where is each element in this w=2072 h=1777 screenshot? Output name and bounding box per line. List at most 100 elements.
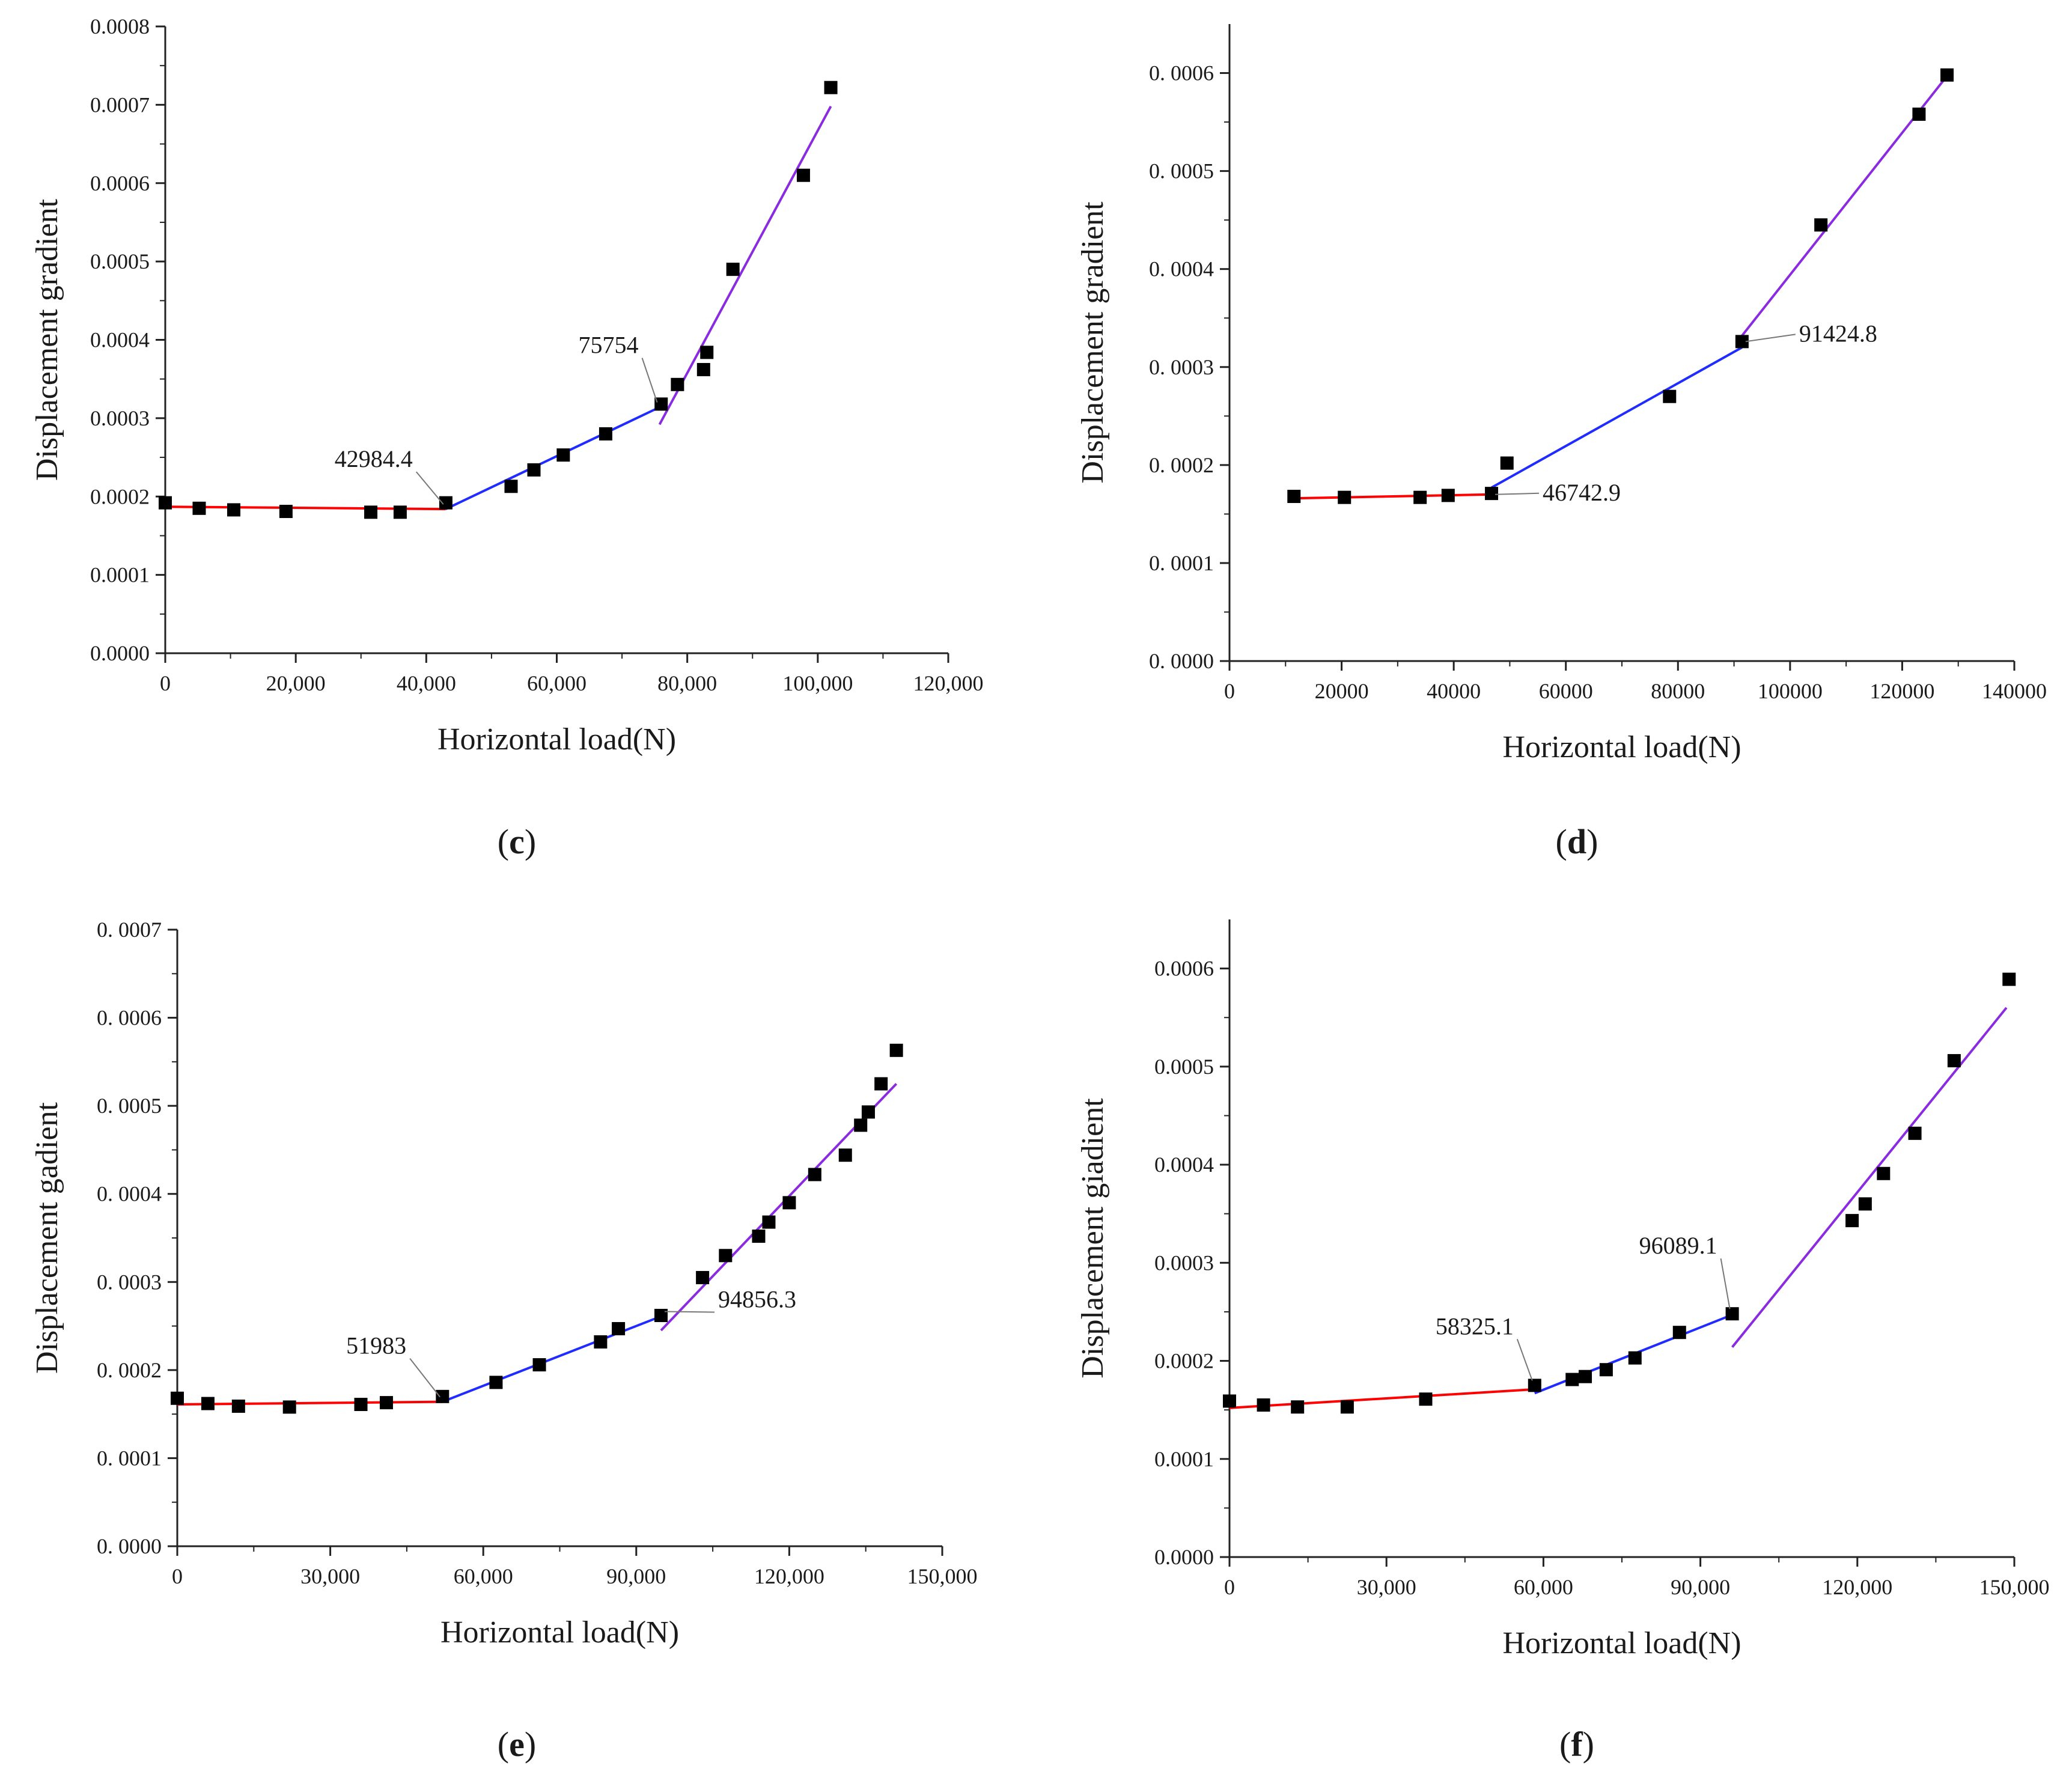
fit-line-segment-2: [445, 406, 660, 510]
y-tick-label: 0.0005: [90, 249, 150, 273]
data-point: [1814, 218, 1828, 232]
y-tick-label: 0.0006: [90, 171, 150, 195]
data-point: [1908, 1126, 1922, 1140]
data-point: [1291, 1400, 1305, 1414]
y-axis-title: Displacement gadient: [30, 1102, 64, 1374]
y-tick-label: 0. 0000: [1149, 649, 1214, 673]
data-point: [171, 1391, 184, 1405]
fit-line-segment-2: [442, 1315, 662, 1403]
data-point: [700, 346, 714, 359]
y-tick-label: 0.0003: [1154, 1251, 1214, 1275]
x-tick-label: 100000: [1758, 679, 1823, 703]
annotation-leader-line: [1745, 334, 1796, 343]
x-tick-label: 30,000: [1357, 1575, 1416, 1599]
data-point: [504, 480, 518, 493]
x-tick-label: 90,000: [1671, 1575, 1730, 1599]
y-axis-title: Displacement gradient: [30, 198, 64, 481]
data-point: [1485, 487, 1499, 501]
data-point: [354, 1398, 368, 1412]
fit-line-segment-1: [177, 1400, 443, 1406]
data-point: [231, 1399, 245, 1413]
data-point: [696, 1270, 710, 1284]
panel-label: (f): [1559, 1725, 1594, 1764]
data-point: [1912, 108, 1926, 121]
data-point: [1725, 1307, 1739, 1321]
y-axis-title: Displacement giadient: [1076, 1098, 1110, 1379]
data-point: [201, 1397, 215, 1410]
breakpoint-annotation: 46742.9: [1543, 479, 1621, 506]
y-tick-label: 0. 0005: [1149, 159, 1214, 183]
x-axis-title: Horizontal load(N): [1502, 730, 1741, 764]
data-point: [752, 1230, 766, 1243]
data-point: [227, 503, 241, 517]
data-point: [1579, 1370, 1592, 1383]
breakpoint-annotation: 51983: [346, 1332, 406, 1359]
x-tick-label: 20000: [1315, 679, 1369, 703]
data-point: [854, 1118, 868, 1132]
breakpoint-annotation: 75754: [579, 332, 639, 359]
data-point: [1628, 1351, 1642, 1365]
x-axis-title: Horizontal load(N): [1502, 1626, 1741, 1660]
breakpoint-annotation: 42984.4: [335, 445, 413, 472]
data-point: [1565, 1373, 1579, 1386]
y-tick-label: 0.0000: [90, 641, 150, 665]
y-tick-label: 0. 0003: [97, 1270, 162, 1294]
annotation-leader-line: [1516, 1339, 1533, 1381]
data-point: [279, 505, 293, 519]
data-point: [159, 496, 172, 510]
x-tick-label: 150,000: [1979, 1575, 2050, 1599]
y-tick-label: 0.0004: [90, 328, 150, 352]
data-point: [532, 1358, 546, 1372]
panel-label-close: ): [1586, 822, 1598, 861]
y-tick-label: 0. 0004: [97, 1182, 162, 1206]
data-point: [1340, 1400, 1354, 1414]
annotation-leader-line: [641, 358, 658, 403]
x-tick-label: 0: [1224, 679, 1235, 703]
data-point: [1413, 490, 1427, 504]
data-point: [782, 1196, 796, 1210]
y-tick-label: 0.0002: [1154, 1349, 1214, 1373]
y-tick-label: 0.0001: [90, 563, 150, 587]
x-tick-label: 30,000: [300, 1564, 360, 1588]
y-tick-label: 0. 0006: [1149, 61, 1214, 85]
panel-label-close: ): [525, 822, 536, 861]
x-axis-title: Horizontal load(N): [437, 722, 676, 757]
data-point: [762, 1215, 776, 1229]
y-tick-label: 0.0005: [1154, 1055, 1214, 1079]
x-tick-label: 150,000: [907, 1564, 978, 1588]
x-tick-label: 60,000: [1514, 1575, 1573, 1599]
data-point: [439, 496, 452, 510]
x-tick-label: 80,000: [657, 671, 717, 695]
data-point: [796, 168, 810, 182]
data-point: [1257, 1398, 1270, 1412]
data-point: [1663, 389, 1677, 403]
panel-label-letter: e: [509, 1725, 525, 1764]
chart-panel: 0 30,000 60,000 90,000 120,000 150,000 0.0000 0…: [1076, 919, 2050, 1764]
data-point: [1877, 1166, 1891, 1180]
panel-label: (e): [498, 1725, 536, 1764]
data-point: [671, 377, 684, 391]
annotation-leader-line: [409, 1358, 440, 1398]
panel-label: (c): [498, 822, 536, 861]
y-tick-label: 0. 0001: [1149, 551, 1214, 575]
y-tick-label: 0.0006: [1154, 957, 1214, 981]
data-point: [594, 1335, 608, 1349]
panel-label-open: (: [498, 822, 509, 861]
x-tick-label: 0: [1224, 1575, 1235, 1599]
data-point: [1441, 489, 1455, 502]
data-point: [1735, 335, 1749, 349]
data-point: [696, 363, 710, 377]
x-axis-title: Horizontal load(N): [440, 1615, 679, 1650]
data-point: [489, 1376, 503, 1389]
panel-label-open: (: [498, 1725, 509, 1764]
x-tick-label: 60,000: [527, 671, 587, 695]
panel-label-close: ): [525, 1725, 536, 1764]
fit-line-segment-2: [1491, 346, 1743, 489]
data-point: [612, 1321, 626, 1335]
annotation-leader-line: [665, 1311, 715, 1313]
y-tick-label: 0.0007: [90, 93, 150, 117]
y-tick-label: 0. 0001: [97, 1446, 162, 1470]
data-point: [192, 501, 206, 515]
y-axis-title: Displacement gradient: [1076, 201, 1110, 484]
